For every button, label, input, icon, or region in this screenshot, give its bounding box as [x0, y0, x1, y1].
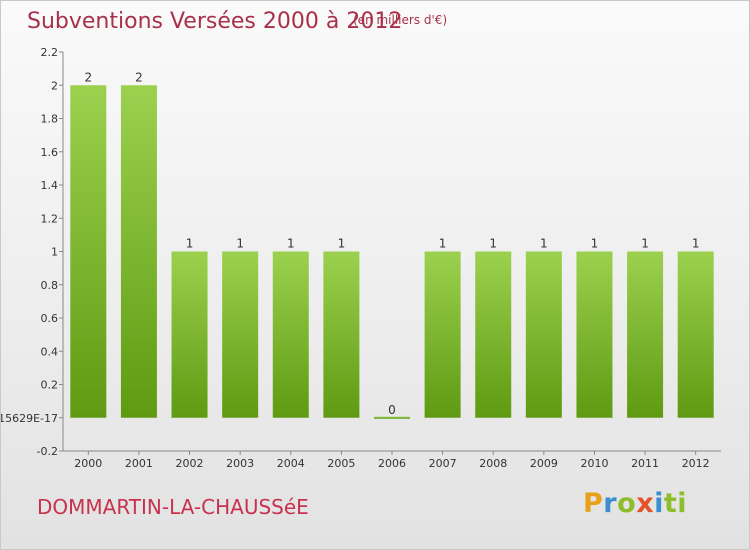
chart-title: Subventions Versées 2000 à 2012: [27, 9, 403, 34]
y-tick-label: -0.2: [37, 445, 58, 458]
data-label-2004: 1: [287, 237, 295, 251]
data-labels-group: 2 2 1 1 1 1 0 1 1 1 1 1 1: [84, 70, 699, 417]
axes: -0.2 -15629E-17 0.2 0.4 0.6 0.8 1 1.2 1.4 1.6 1.8 2…: [1, 46, 721, 470]
y-tick-label: 1.6: [41, 146, 59, 159]
y-tick-label: 2.2: [41, 46, 59, 59]
y-tick-label: 1: [51, 246, 58, 259]
x-tick-label: 2011: [631, 457, 659, 470]
bar-2001: [120, 85, 157, 418]
y-tick-label: 0.2: [41, 379, 59, 392]
x-tick-label: 2004: [277, 457, 305, 470]
proxiti-logo: Proxiti: [583, 488, 688, 519]
data-label-2011: 1: [641, 237, 649, 251]
bar-2000: [70, 85, 107, 418]
bar-2012: [677, 251, 714, 418]
commune-name: DOMMARTIN-LA-CHAUSSéE: [37, 495, 309, 519]
data-label-2001: 2: [135, 70, 143, 84]
data-label-2008: 1: [489, 237, 497, 251]
y-tick-label: 1.4: [41, 179, 59, 192]
x-tick-label: 2012: [682, 457, 710, 470]
x-tick-label: 2005: [327, 457, 355, 470]
y-tick-label: 0.4: [41, 345, 59, 358]
bar-2002: [171, 251, 208, 418]
y-tick-label: 0.6: [41, 312, 59, 325]
x-tick-label: 2006: [378, 457, 406, 470]
x-tick-label: 2009: [530, 457, 558, 470]
y-tick-label: 1.8: [41, 113, 59, 126]
data-label-2000: 2: [84, 70, 92, 84]
y-tick-label: 2: [51, 79, 58, 92]
data-label-2005: 1: [338, 237, 346, 251]
data-label-2002: 1: [186, 237, 194, 251]
x-tick-label: 2000: [74, 457, 102, 470]
bar-2009: [525, 251, 562, 418]
x-tick-label: 2010: [580, 457, 608, 470]
data-label-2010: 1: [591, 237, 599, 251]
unit-note: (en milliers d'€): [353, 13, 448, 27]
bar-2011: [627, 251, 664, 418]
bar-2008: [475, 251, 512, 418]
bar-2006: [374, 416, 410, 419]
x-tick-label: 2002: [176, 457, 204, 470]
bars-group: [70, 85, 714, 419]
data-label-2009: 1: [540, 237, 548, 251]
y-tick-label: -15629E-17: [1, 412, 58, 425]
y-tick-label: 0.8: [41, 279, 59, 292]
bar-2007: [424, 251, 461, 418]
x-tick-label: 2007: [429, 457, 457, 470]
y-tick-label: 1.2: [41, 212, 59, 225]
bar-2005: [323, 251, 360, 418]
bar-2010: [576, 251, 613, 418]
bar-2003: [222, 251, 259, 418]
data-label-2007: 1: [439, 237, 447, 251]
x-tick-label: 2001: [125, 457, 153, 470]
data-label-2012: 1: [692, 237, 700, 251]
bar-2004: [272, 251, 309, 418]
data-label-2003: 1: [236, 237, 244, 251]
x-tick-label: 2008: [479, 457, 507, 470]
x-tick-label: 2003: [226, 457, 254, 470]
data-label-2006: 0: [388, 403, 396, 417]
